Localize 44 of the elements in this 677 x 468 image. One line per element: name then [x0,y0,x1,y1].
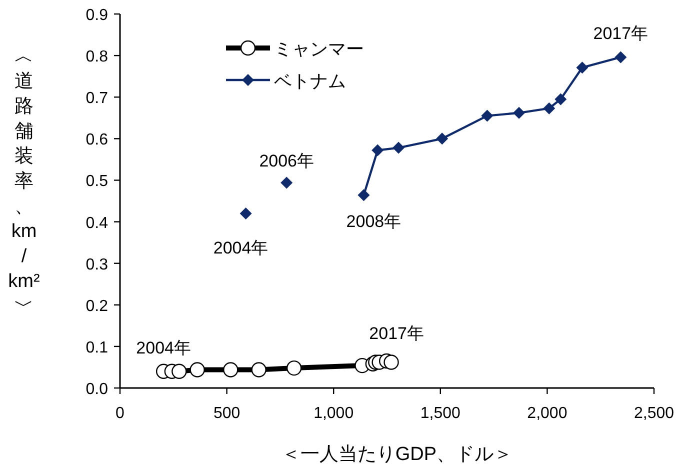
ytick: 0.9 [86,7,108,24]
point [190,362,205,378]
annotation: 2004年 [136,338,191,358]
point [240,207,252,220]
xtick: 1,500 [420,405,460,422]
point [392,142,405,154]
point [576,62,588,74]
point [372,144,384,156]
point [358,189,370,202]
annotation: 2017年 [369,324,424,343]
point [172,364,187,379]
point [481,110,494,122]
annotation: 2004年 [213,238,268,258]
point [436,132,448,145]
point [251,362,266,378]
ytick: 0.7 [86,90,108,108]
point [286,360,302,376]
xlabel: ＜一人当たりGDP、ドル＞ [281,444,513,465]
point [223,362,238,378]
annotation: 2006年 [259,152,314,171]
annotation: 2017年 [593,24,648,44]
ytick: 0.6 [86,132,108,149]
ytick: 0.5 [86,173,108,190]
ytick: 0.2 [86,298,108,315]
point [384,354,399,370]
legend-label: ミャンマー [274,39,364,59]
xtick: 500 [213,405,240,422]
xtick: 1,000 [314,405,354,422]
point [513,106,526,119]
xtick: 2,000 [527,405,568,422]
point [614,51,627,64]
point [280,176,293,189]
legend-label: ベトナム [274,71,346,91]
point [543,102,556,114]
point [554,93,567,106]
xtick: 2,500 [634,405,674,422]
ylabel: ︿道路舗装率、km/km²﹀ [8,46,40,317]
annotation: 2008年 [346,212,402,232]
ytick: 0.4 [86,214,108,232]
ytick: 0.0 [86,381,108,398]
ytick: 0.1 [86,339,108,356]
xtick: 0 [116,405,124,422]
ytick: 0.3 [86,256,108,274]
ytick: 0.8 [86,48,108,66]
